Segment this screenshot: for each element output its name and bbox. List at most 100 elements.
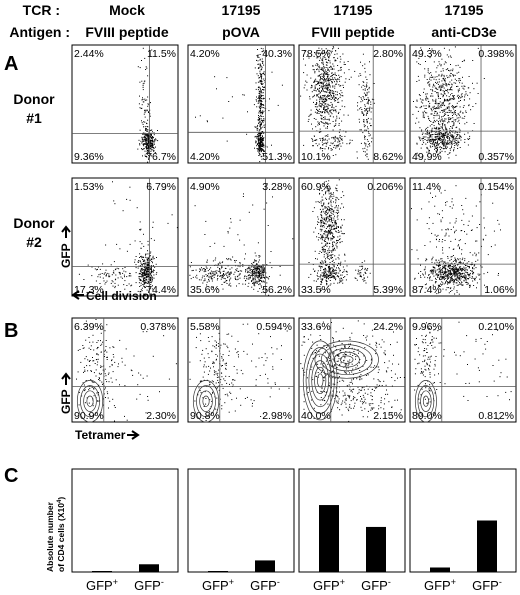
event-dot <box>433 61 435 63</box>
event-dot <box>325 270 327 272</box>
event-dot <box>259 77 260 79</box>
event-dot <box>144 98 146 100</box>
event-dot <box>147 148 149 150</box>
event-dot <box>262 135 263 137</box>
event-dot <box>224 278 226 280</box>
event-dot <box>331 238 333 240</box>
event-dot <box>318 131 320 133</box>
event-dot <box>148 261 150 263</box>
event-dot <box>327 275 329 277</box>
event-dot <box>264 150 266 152</box>
event-dot <box>321 115 323 117</box>
event-dot <box>151 268 152 270</box>
event-dot <box>254 277 256 279</box>
event-dot <box>141 148 142 150</box>
event-dot <box>260 266 262 268</box>
event-dot <box>323 181 325 183</box>
event-dot <box>253 282 255 284</box>
event-dot <box>332 96 334 98</box>
event-dot <box>126 285 128 286</box>
panel-b-letter: B <box>4 320 18 342</box>
event-dot <box>144 116 146 118</box>
event-dot <box>260 74 262 75</box>
event-dot <box>367 276 369 278</box>
event-dot <box>325 52 327 54</box>
event-dot <box>247 285 249 287</box>
event-dot <box>443 63 445 65</box>
event-dot <box>419 64 421 65</box>
event-dot <box>138 103 140 105</box>
event-dot <box>137 262 139 263</box>
event-dot <box>135 264 137 266</box>
event-dot <box>453 288 455 290</box>
event-dot <box>326 207 328 209</box>
event-dot <box>348 143 350 145</box>
event-dot <box>335 222 337 224</box>
event-dot <box>259 106 260 108</box>
event-dot <box>142 144 144 146</box>
event-dot <box>112 181 113 183</box>
event-dot <box>429 132 431 133</box>
event-dot <box>263 89 265 91</box>
event-dot <box>452 270 454 272</box>
event-dot <box>141 149 143 151</box>
event-dot <box>145 139 147 141</box>
event-dot <box>328 275 330 277</box>
event-dot <box>335 189 337 191</box>
event-dot <box>320 284 322 285</box>
event-dot <box>459 268 461 270</box>
event-dot <box>443 135 445 137</box>
event-dot <box>433 121 435 123</box>
event-dot <box>261 140 263 142</box>
event-dot <box>440 264 441 266</box>
event-dot <box>323 233 325 235</box>
event-dot <box>259 59 261 61</box>
event-dot <box>358 273 360 275</box>
event-dot <box>328 202 330 204</box>
event-dot <box>219 268 220 269</box>
event-dot <box>256 100 258 102</box>
event-dot <box>457 284 459 286</box>
event-dot <box>243 277 245 279</box>
event-dot <box>427 82 429 84</box>
event-dot <box>206 284 208 286</box>
event-dot <box>431 271 433 273</box>
event-dot <box>417 75 419 77</box>
event-dot <box>363 277 365 279</box>
event-dot <box>259 146 261 148</box>
event-dot <box>255 260 257 262</box>
event-dot <box>321 210 322 212</box>
event-dot <box>255 279 256 281</box>
event-dot <box>317 110 319 112</box>
event-dot <box>209 272 211 274</box>
event-dot <box>222 117 224 119</box>
event-dot <box>147 153 149 155</box>
event-dot <box>464 260 466 262</box>
event-dot <box>449 102 451 104</box>
event-dot <box>450 147 452 149</box>
event-dot <box>425 287 427 289</box>
event-dot <box>334 136 336 138</box>
event-dot <box>336 227 338 229</box>
event-dot <box>250 272 252 274</box>
event-dot <box>142 280 144 282</box>
event-dot <box>328 104 330 106</box>
event-dot <box>327 88 329 89</box>
event-dot <box>143 245 145 247</box>
event-dot <box>257 127 259 129</box>
event-dot <box>320 200 322 202</box>
event-dot <box>151 288 153 290</box>
event-dot <box>326 237 328 239</box>
event-dot <box>321 100 323 102</box>
event-dot <box>214 242 216 244</box>
event-dot <box>464 139 466 140</box>
event-dot <box>451 128 453 129</box>
event-dot <box>458 266 460 268</box>
event-dot <box>322 89 324 91</box>
event-dot <box>141 99 143 101</box>
panel-c-letter: C <box>4 465 18 487</box>
event-dot <box>437 104 439 106</box>
event-dot <box>314 88 316 89</box>
event-dot <box>145 66 147 68</box>
event-dot <box>331 267 333 269</box>
